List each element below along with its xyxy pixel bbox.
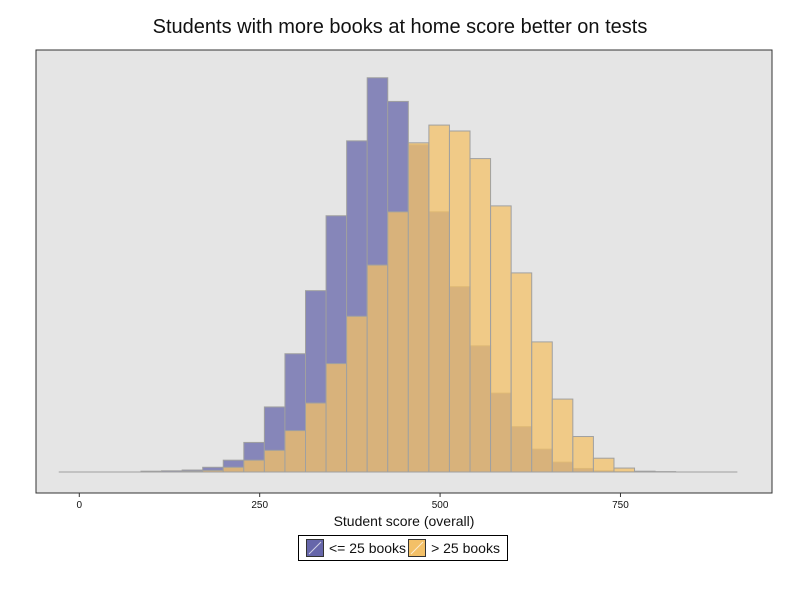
x-axis-label: Student score (overall): [333, 513, 475, 529]
bar-high-books-23: [531, 341, 553, 473]
bar-high-books-19: [448, 130, 471, 473]
bar-high-books-11: [284, 430, 307, 473]
bar-high-books-14: [346, 315, 368, 473]
bar-high-books-18: [428, 124, 450, 473]
series-high-books-bars: [58, 124, 738, 473]
x-tick-label-250: 250: [251, 500, 268, 511]
bar-high-books-25: [572, 436, 594, 473]
legend-item-low-books: <= 25 books: [306, 539, 406, 557]
bar-high-books-16: [387, 211, 409, 473]
legend-label-low-books: <= 25 books: [329, 540, 407, 556]
legend-key-low-books: [306, 539, 324, 557]
bar-high-books-9: [243, 459, 265, 473]
legend: <= 25 books > 25 books: [298, 535, 508, 561]
x-tick-label-750: 750: [612, 500, 629, 511]
bar-high-books-20: [469, 158, 492, 473]
x-tick-label-500: 500: [432, 500, 449, 511]
legend-item-high-books: > 25 books: [408, 539, 500, 557]
x-axis: 0 250 500 750: [77, 493, 629, 511]
bar-high-books-22: [510, 272, 533, 473]
bar-high-books-27: [613, 467, 636, 473]
x-tick-label-0: 0: [77, 500, 83, 511]
bar-high-books-24: [551, 398, 574, 473]
bar-high-books-21: [490, 205, 512, 473]
bar-high-books-12: [305, 402, 327, 473]
bar-high-books-15: [366, 264, 389, 473]
bar-high-books-17: [407, 142, 430, 473]
bar-high-books-26: [592, 457, 615, 473]
bar-high-books-10: [263, 449, 286, 473]
bar-high-books-8: [222, 466, 245, 473]
bar-high-books-13: [325, 363, 348, 473]
legend-key-high-books: [408, 539, 427, 557]
legend-label-high-books: > 25 books: [431, 540, 500, 556]
chart-title: Students with more books at home score b…: [152, 16, 648, 38]
